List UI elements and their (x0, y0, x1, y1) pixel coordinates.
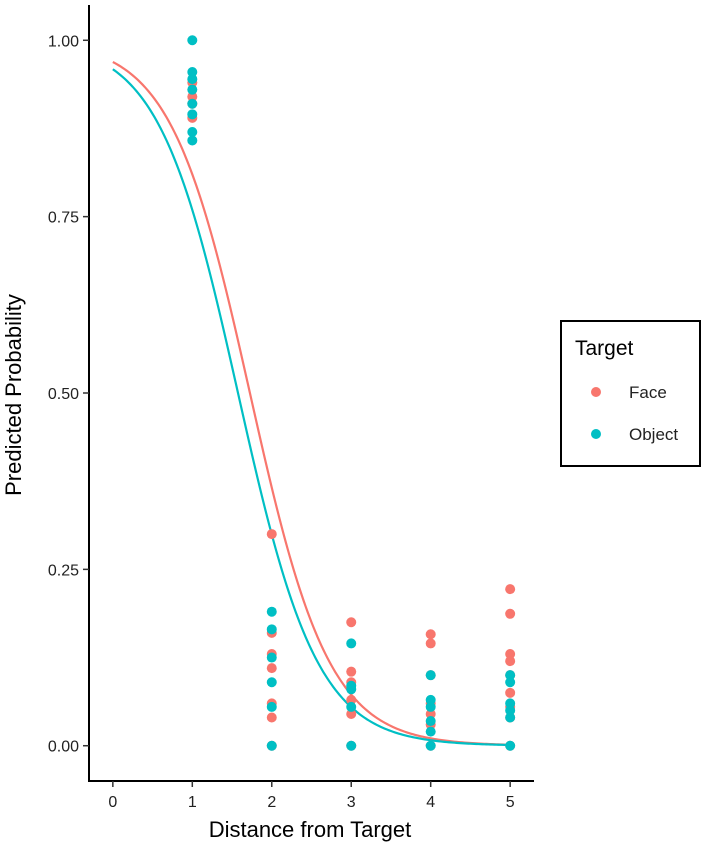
data-points (187, 35, 516, 751)
point-object (187, 135, 198, 146)
point-object (187, 109, 198, 120)
point-object (187, 84, 198, 95)
legend-box (560, 320, 701, 467)
legend: Target Face Object (560, 320, 701, 467)
point-object (187, 35, 198, 46)
axes (88, 5, 534, 782)
point-object (425, 670, 436, 681)
x-axis-title: Distance from Target (209, 817, 412, 842)
point-object (266, 624, 277, 635)
point-object (187, 98, 198, 109)
x-tick-label: 0 (108, 794, 117, 811)
point-face (346, 708, 357, 719)
point-face (425, 629, 436, 640)
x-tick-label: 5 (506, 794, 515, 811)
point-object (266, 652, 277, 663)
legend-label-object: Object (629, 425, 678, 444)
y-tick-label: 1.00 (48, 33, 79, 50)
point-face (505, 656, 516, 667)
point-object (187, 126, 198, 137)
point-object (346, 684, 357, 695)
point-face (505, 649, 516, 660)
point-face (266, 712, 277, 723)
point-object (425, 726, 436, 737)
point-object (425, 694, 436, 705)
point-object (425, 716, 436, 727)
point-object (266, 740, 277, 751)
point-object (505, 677, 516, 688)
y-tick-label: 0.25 (48, 562, 79, 579)
point-face (505, 608, 516, 619)
point-face (187, 91, 198, 102)
point-face (346, 617, 357, 628)
fit-line-object (112, 68, 511, 747)
fit-line-face (112, 61, 511, 746)
point-face (346, 694, 357, 705)
point-object (266, 701, 277, 712)
point-object (505, 740, 516, 751)
legend-label-face: Face (629, 383, 667, 402)
point-object (505, 698, 516, 709)
point-object (266, 606, 277, 617)
fit-curves (112, 61, 511, 747)
point-object (346, 638, 357, 649)
y-tick-label: 0.75 (48, 210, 79, 227)
point-face (346, 666, 357, 677)
point-face (505, 687, 516, 698)
point-object (187, 74, 198, 85)
x-tick-label: 4 (426, 794, 435, 811)
y-tick-label: 0.00 (48, 739, 79, 756)
y-ticks: 0.00 0.25 0.50 0.75 1.00 (48, 33, 89, 756)
point-object (505, 705, 516, 716)
point-object (266, 677, 277, 688)
point-face (425, 708, 436, 719)
x-tick-label: 3 (347, 794, 356, 811)
legend-marker-face (591, 387, 601, 397)
x-tick-label: 1 (188, 794, 197, 811)
point-object (187, 67, 198, 78)
y-axis-title: Predicted Probability (1, 294, 26, 496)
point-object (425, 740, 436, 751)
legend-title: Target (575, 337, 634, 360)
legend-marker-object (591, 429, 601, 439)
point-object (505, 670, 516, 681)
x-tick-label: 2 (267, 794, 276, 811)
point-object (505, 712, 516, 723)
point-face (266, 529, 277, 540)
point-object (346, 701, 357, 712)
x-ticks: 0 1 2 3 4 5 (108, 781, 515, 811)
point-face (266, 663, 277, 674)
point-face (425, 638, 436, 649)
point-object (425, 701, 436, 712)
point-face (505, 584, 516, 595)
point-object (346, 740, 357, 751)
y-tick-label: 0.50 (48, 386, 79, 403)
